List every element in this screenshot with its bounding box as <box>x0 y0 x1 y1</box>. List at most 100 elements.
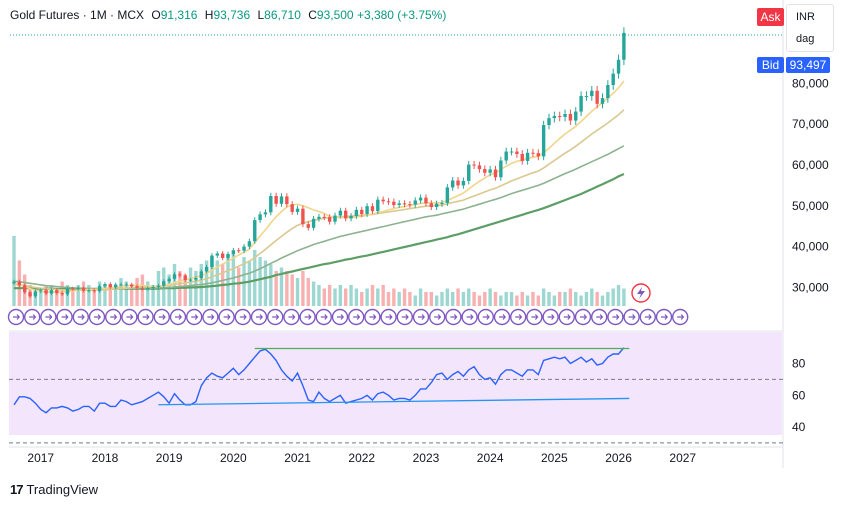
candle[interactable] <box>477 161 482 173</box>
rsi-support-trendline[interactable] <box>158 397 630 406</box>
candle[interactable] <box>140 285 145 291</box>
candle[interactable] <box>199 269 203 280</box>
candle[interactable] <box>306 221 310 231</box>
candle[interactable] <box>55 288 59 295</box>
event-marker-icon[interactable] <box>477 308 494 326</box>
event-marker-icon[interactable] <box>234 308 252 326</box>
candle[interactable] <box>237 247 241 254</box>
candle[interactable] <box>263 209 268 218</box>
event-marker-icon[interactable] <box>364 308 381 326</box>
candle[interactable] <box>44 288 48 296</box>
candle[interactable] <box>220 251 225 261</box>
candle[interactable] <box>451 177 455 191</box>
candle[interactable] <box>167 276 171 284</box>
candle[interactable] <box>590 85 594 101</box>
candle[interactable] <box>440 199 444 207</box>
candle[interactable] <box>397 200 401 209</box>
candle[interactable] <box>231 247 236 257</box>
candle[interactable] <box>178 272 182 278</box>
candle[interactable] <box>119 282 123 287</box>
candle[interactable] <box>552 111 557 123</box>
candle[interactable] <box>108 282 112 290</box>
candle[interactable] <box>204 264 209 274</box>
candle[interactable] <box>49 288 54 296</box>
candle[interactable] <box>258 211 262 223</box>
candles[interactable] <box>12 27 626 299</box>
event-marker-icon[interactable] <box>56 308 73 326</box>
event-marker-icon[interactable] <box>574 308 592 326</box>
candle[interactable] <box>456 177 460 189</box>
candle[interactable] <box>541 120 546 161</box>
event-marker-icon[interactable] <box>526 308 543 326</box>
candle[interactable] <box>295 205 300 215</box>
candle[interactable] <box>611 68 615 90</box>
event-marker-icon[interactable] <box>137 308 154 326</box>
currency-selector[interactable]: INR dag <box>786 4 834 52</box>
candle[interactable] <box>488 165 492 177</box>
event-marker-icon[interactable] <box>558 308 575 326</box>
candle[interactable] <box>65 286 70 297</box>
candle[interactable] <box>188 277 193 282</box>
candle[interactable] <box>461 177 466 189</box>
candle[interactable] <box>338 207 343 219</box>
candle[interactable] <box>215 251 219 258</box>
event-markers[interactable] <box>7 308 689 326</box>
candle[interactable] <box>311 215 316 231</box>
candle[interactable] <box>536 149 540 161</box>
candle[interactable] <box>183 273 187 282</box>
event-marker-icon[interactable] <box>639 308 656 326</box>
candle[interactable] <box>504 147 508 165</box>
symbol-title[interactable]: Gold Futures · 1M · MCX <box>10 8 145 22</box>
candle[interactable] <box>365 203 369 217</box>
candle[interactable] <box>413 197 417 208</box>
candle[interactable] <box>210 253 214 270</box>
candle[interactable] <box>274 192 278 207</box>
candle[interactable] <box>600 93 605 109</box>
candle[interactable] <box>429 200 433 211</box>
candle[interactable] <box>12 279 16 286</box>
candle[interactable] <box>558 111 562 122</box>
candle[interactable] <box>424 194 428 207</box>
candle[interactable] <box>349 213 353 222</box>
event-marker-icon[interactable] <box>24 308 41 326</box>
bid-button[interactable]: Bid <box>757 57 784 73</box>
candle[interactable] <box>60 291 64 297</box>
candle[interactable] <box>81 286 86 293</box>
candle[interactable] <box>39 288 43 294</box>
candle[interactable] <box>269 192 273 216</box>
event-marker-icon[interactable] <box>607 308 624 326</box>
candle[interactable] <box>606 80 610 103</box>
candle[interactable] <box>87 288 91 293</box>
candle[interactable] <box>370 203 375 215</box>
candle[interactable] <box>130 282 134 288</box>
ask-button[interactable]: Ask <box>757 8 784 26</box>
candle[interactable] <box>322 213 326 221</box>
candle[interactable] <box>622 27 626 66</box>
candle[interactable] <box>392 198 396 209</box>
event-marker-icon[interactable] <box>299 308 316 326</box>
candle[interactable] <box>515 147 519 158</box>
candle[interactable] <box>434 200 439 211</box>
candle[interactable] <box>135 284 139 290</box>
candle[interactable] <box>467 160 471 185</box>
event-marker-icon[interactable] <box>655 308 673 326</box>
candle[interactable] <box>445 184 450 207</box>
event-marker-icon[interactable] <box>380 308 397 326</box>
candle[interactable] <box>124 282 129 287</box>
candle[interactable] <box>520 150 524 165</box>
candle[interactable] <box>113 282 118 290</box>
candle[interactable] <box>28 290 32 299</box>
event-marker-icon[interactable] <box>510 308 527 326</box>
event-marker-icon[interactable] <box>202 308 219 326</box>
candle[interactable] <box>92 288 96 293</box>
candle[interactable] <box>103 282 107 288</box>
candle[interactable] <box>408 201 412 208</box>
tradingview-brand[interactable]: 17 TradingView <box>10 482 98 497</box>
event-marker-icon[interactable] <box>218 308 235 326</box>
candle[interactable] <box>172 272 177 281</box>
event-marker-icon[interactable] <box>7 308 25 326</box>
candle[interactable] <box>493 165 498 181</box>
event-marker-icon[interactable] <box>88 308 106 326</box>
event-marker-icon[interactable] <box>283 308 300 326</box>
candle[interactable] <box>290 201 294 215</box>
